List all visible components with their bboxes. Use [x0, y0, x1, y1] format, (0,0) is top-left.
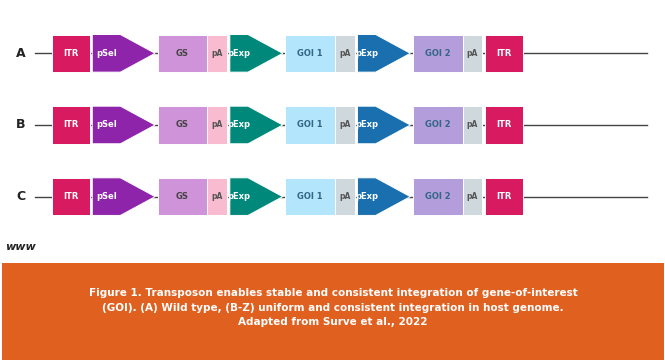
- Text: pExp: pExp: [355, 49, 378, 58]
- FancyBboxPatch shape: [335, 106, 355, 144]
- Polygon shape: [230, 278, 283, 316]
- Text: pExp: pExp: [355, 292, 378, 301]
- Text: GS: GS: [176, 192, 189, 201]
- Polygon shape: [92, 106, 155, 144]
- Text: Figure 1. Transposon enables stable and consistent integration of gene-of-intere: Figure 1. Transposon enables stable and …: [88, 288, 577, 327]
- Polygon shape: [92, 35, 155, 72]
- FancyBboxPatch shape: [207, 35, 227, 72]
- Text: www: www: [5, 242, 36, 252]
- Text: pA: pA: [339, 49, 350, 58]
- Text: GOI 1: GOI 1: [297, 192, 323, 201]
- Text: pA: pA: [211, 192, 223, 201]
- Polygon shape: [92, 278, 155, 316]
- Polygon shape: [230, 35, 283, 72]
- FancyBboxPatch shape: [485, 178, 523, 216]
- FancyBboxPatch shape: [158, 106, 207, 144]
- Text: GOI 2: GOI 2: [425, 121, 451, 130]
- FancyBboxPatch shape: [485, 35, 523, 72]
- Text: pA: pA: [211, 292, 223, 301]
- FancyBboxPatch shape: [335, 35, 355, 72]
- Text: pA: pA: [211, 121, 223, 130]
- Text: ITR: ITR: [496, 121, 511, 130]
- Text: pSel: pSel: [96, 49, 116, 58]
- Text: A: A: [16, 47, 26, 60]
- Polygon shape: [230, 106, 283, 144]
- Text: GS: GS: [176, 292, 189, 301]
- FancyBboxPatch shape: [335, 178, 355, 216]
- Text: pA: pA: [467, 121, 478, 130]
- FancyBboxPatch shape: [463, 35, 482, 72]
- FancyBboxPatch shape: [285, 278, 335, 316]
- FancyBboxPatch shape: [335, 278, 355, 316]
- FancyBboxPatch shape: [485, 106, 523, 144]
- Text: pExp: pExp: [355, 192, 378, 201]
- Text: Z: Z: [16, 290, 25, 304]
- Text: GOI 2: GOI 2: [425, 49, 451, 58]
- Text: pSel: pSel: [96, 292, 116, 301]
- Text: GOI 1: GOI 1: [297, 121, 323, 130]
- Polygon shape: [358, 106, 410, 144]
- FancyBboxPatch shape: [285, 35, 335, 72]
- Text: ITR: ITR: [496, 192, 511, 201]
- FancyBboxPatch shape: [52, 35, 90, 72]
- Text: pA: pA: [339, 121, 350, 130]
- Text: pA: pA: [467, 192, 478, 201]
- Text: pExp: pExp: [227, 49, 251, 58]
- FancyBboxPatch shape: [413, 278, 463, 316]
- Text: pExp: pExp: [227, 192, 251, 201]
- Polygon shape: [230, 178, 283, 216]
- Text: GS: GS: [176, 49, 189, 58]
- Text: pSel: pSel: [96, 192, 116, 201]
- FancyBboxPatch shape: [158, 278, 207, 316]
- FancyBboxPatch shape: [285, 106, 335, 144]
- Polygon shape: [358, 178, 410, 216]
- FancyBboxPatch shape: [207, 106, 227, 144]
- Text: ITR: ITR: [496, 49, 511, 58]
- Text: pA: pA: [211, 49, 223, 58]
- Text: ITR: ITR: [63, 192, 78, 201]
- Text: pA: pA: [467, 49, 478, 58]
- FancyBboxPatch shape: [413, 106, 463, 144]
- Text: pSel: pSel: [96, 121, 116, 130]
- Text: C: C: [16, 190, 25, 203]
- FancyBboxPatch shape: [52, 106, 90, 144]
- Polygon shape: [92, 178, 155, 216]
- FancyBboxPatch shape: [207, 178, 227, 216]
- Text: GOI 1: GOI 1: [297, 49, 323, 58]
- Text: pA: pA: [339, 292, 350, 301]
- Text: pA: pA: [467, 292, 478, 301]
- FancyBboxPatch shape: [463, 178, 482, 216]
- Text: ITR: ITR: [496, 292, 511, 301]
- Text: pExp: pExp: [355, 121, 378, 130]
- FancyBboxPatch shape: [463, 106, 482, 144]
- FancyBboxPatch shape: [52, 178, 90, 216]
- Text: GOI 2: GOI 2: [425, 192, 451, 201]
- FancyBboxPatch shape: [158, 35, 207, 72]
- Text: pA: pA: [339, 192, 350, 201]
- Polygon shape: [358, 278, 410, 316]
- FancyBboxPatch shape: [413, 178, 463, 216]
- FancyBboxPatch shape: [413, 35, 463, 72]
- FancyBboxPatch shape: [485, 278, 523, 316]
- Text: ITR: ITR: [63, 49, 78, 58]
- Text: B: B: [16, 118, 25, 131]
- FancyBboxPatch shape: [52, 278, 90, 316]
- Text: pExp: pExp: [227, 292, 251, 301]
- Text: GS: GS: [176, 121, 189, 130]
- Text: GOI 2: GOI 2: [425, 292, 451, 301]
- FancyBboxPatch shape: [207, 278, 227, 316]
- Text: ITR: ITR: [63, 292, 78, 301]
- FancyBboxPatch shape: [3, 263, 664, 360]
- FancyBboxPatch shape: [285, 178, 335, 216]
- Text: GOI 1: GOI 1: [297, 292, 323, 301]
- FancyBboxPatch shape: [158, 178, 207, 216]
- Text: pExp: pExp: [227, 121, 251, 130]
- Polygon shape: [358, 35, 410, 72]
- Text: ITR: ITR: [63, 121, 78, 130]
- FancyBboxPatch shape: [463, 278, 482, 316]
